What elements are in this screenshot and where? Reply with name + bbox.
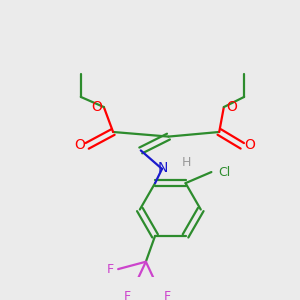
Text: O: O [244,138,255,152]
Text: O: O [226,100,237,114]
Text: O: O [74,138,85,152]
Text: F: F [124,290,131,300]
Text: O: O [91,100,102,114]
Text: Cl: Cl [218,166,230,178]
Text: F: F [164,290,171,300]
Text: H: H [182,156,192,169]
Text: N: N [158,161,168,175]
Text: F: F [107,262,114,276]
